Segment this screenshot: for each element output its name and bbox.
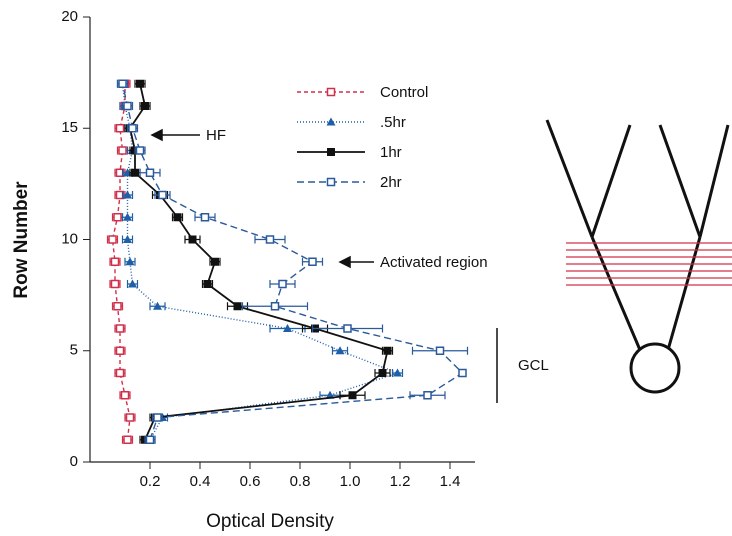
y-tick-label: 5 [70, 342, 78, 359]
marker [343, 324, 352, 333]
activated-lines [566, 242, 732, 286]
marker [203, 280, 212, 288]
marker [153, 301, 162, 310]
legend-marker [326, 117, 336, 126]
marker [123, 190, 132, 199]
legend-marker [326, 177, 336, 187]
marker [118, 79, 127, 88]
marker [123, 212, 132, 221]
marker [108, 235, 117, 244]
legend-label: Control [380, 84, 428, 101]
marker [115, 346, 125, 355]
legend-marker [327, 148, 335, 156]
marker [200, 213, 210, 222]
marker [233, 302, 242, 311]
marker [123, 235, 132, 243]
marker [435, 346, 445, 355]
annotation: GCL [518, 357, 549, 374]
marker [113, 302, 122, 311]
marker [110, 257, 120, 266]
marker [393, 368, 402, 377]
marker [265, 235, 275, 244]
x-tick-label: 0.6 [240, 473, 261, 490]
marker [135, 146, 145, 155]
annotation-arrows [150, 128, 498, 403]
marker [278, 279, 287, 289]
marker [113, 213, 122, 222]
marker [115, 368, 125, 378]
marker [153, 413, 162, 422]
marker [145, 435, 155, 444]
x-tick-label: 0.2 [140, 473, 161, 490]
marker [283, 324, 292, 332]
legend-marker [326, 87, 336, 97]
y-tick-label: 0 [70, 453, 78, 470]
annotation: HF [206, 127, 226, 144]
marker [158, 190, 167, 200]
marker [110, 279, 120, 289]
marker [115, 324, 125, 333]
marker [120, 391, 130, 400]
legend-label: 1hr [380, 144, 402, 161]
marker [128, 279, 137, 288]
x-tick-label: 1.0 [340, 473, 361, 490]
x-tick-label: 0.4 [190, 473, 211, 490]
y-tick-label: 10 [61, 230, 78, 247]
marker [125, 413, 135, 422]
marker [125, 257, 135, 266]
marker [141, 102, 149, 110]
neuron-diagram [545, 119, 730, 394]
marker [123, 435, 132, 444]
x-tick-label: 1.4 [440, 473, 461, 490]
marker [458, 368, 467, 378]
marker [308, 257, 317, 266]
marker [270, 302, 280, 311]
marker [131, 168, 139, 177]
marker [136, 79, 144, 88]
x-tick-label: 0.8 [290, 473, 311, 490]
marker [378, 369, 387, 377]
legend-label: .5hr [380, 114, 406, 131]
marker [128, 124, 137, 133]
legend-label: 2hr [380, 174, 402, 191]
marker [423, 391, 432, 400]
x-tick-label: 1.2 [390, 473, 411, 490]
marker [115, 124, 125, 133]
marker [348, 391, 357, 400]
marker [123, 101, 132, 111]
y-axis-label: Row Number [11, 181, 32, 299]
x-axis-label: Optical Density [206, 511, 334, 532]
marker [383, 346, 392, 355]
marker [335, 346, 345, 355]
marker [173, 213, 182, 222]
marker [145, 168, 155, 177]
annotation: Activated region [380, 254, 488, 271]
y-tick-label: 20 [61, 8, 78, 25]
marker [118, 146, 127, 155]
y-tick-label: 15 [61, 119, 78, 136]
marker [211, 257, 219, 266]
marker [188, 235, 197, 244]
